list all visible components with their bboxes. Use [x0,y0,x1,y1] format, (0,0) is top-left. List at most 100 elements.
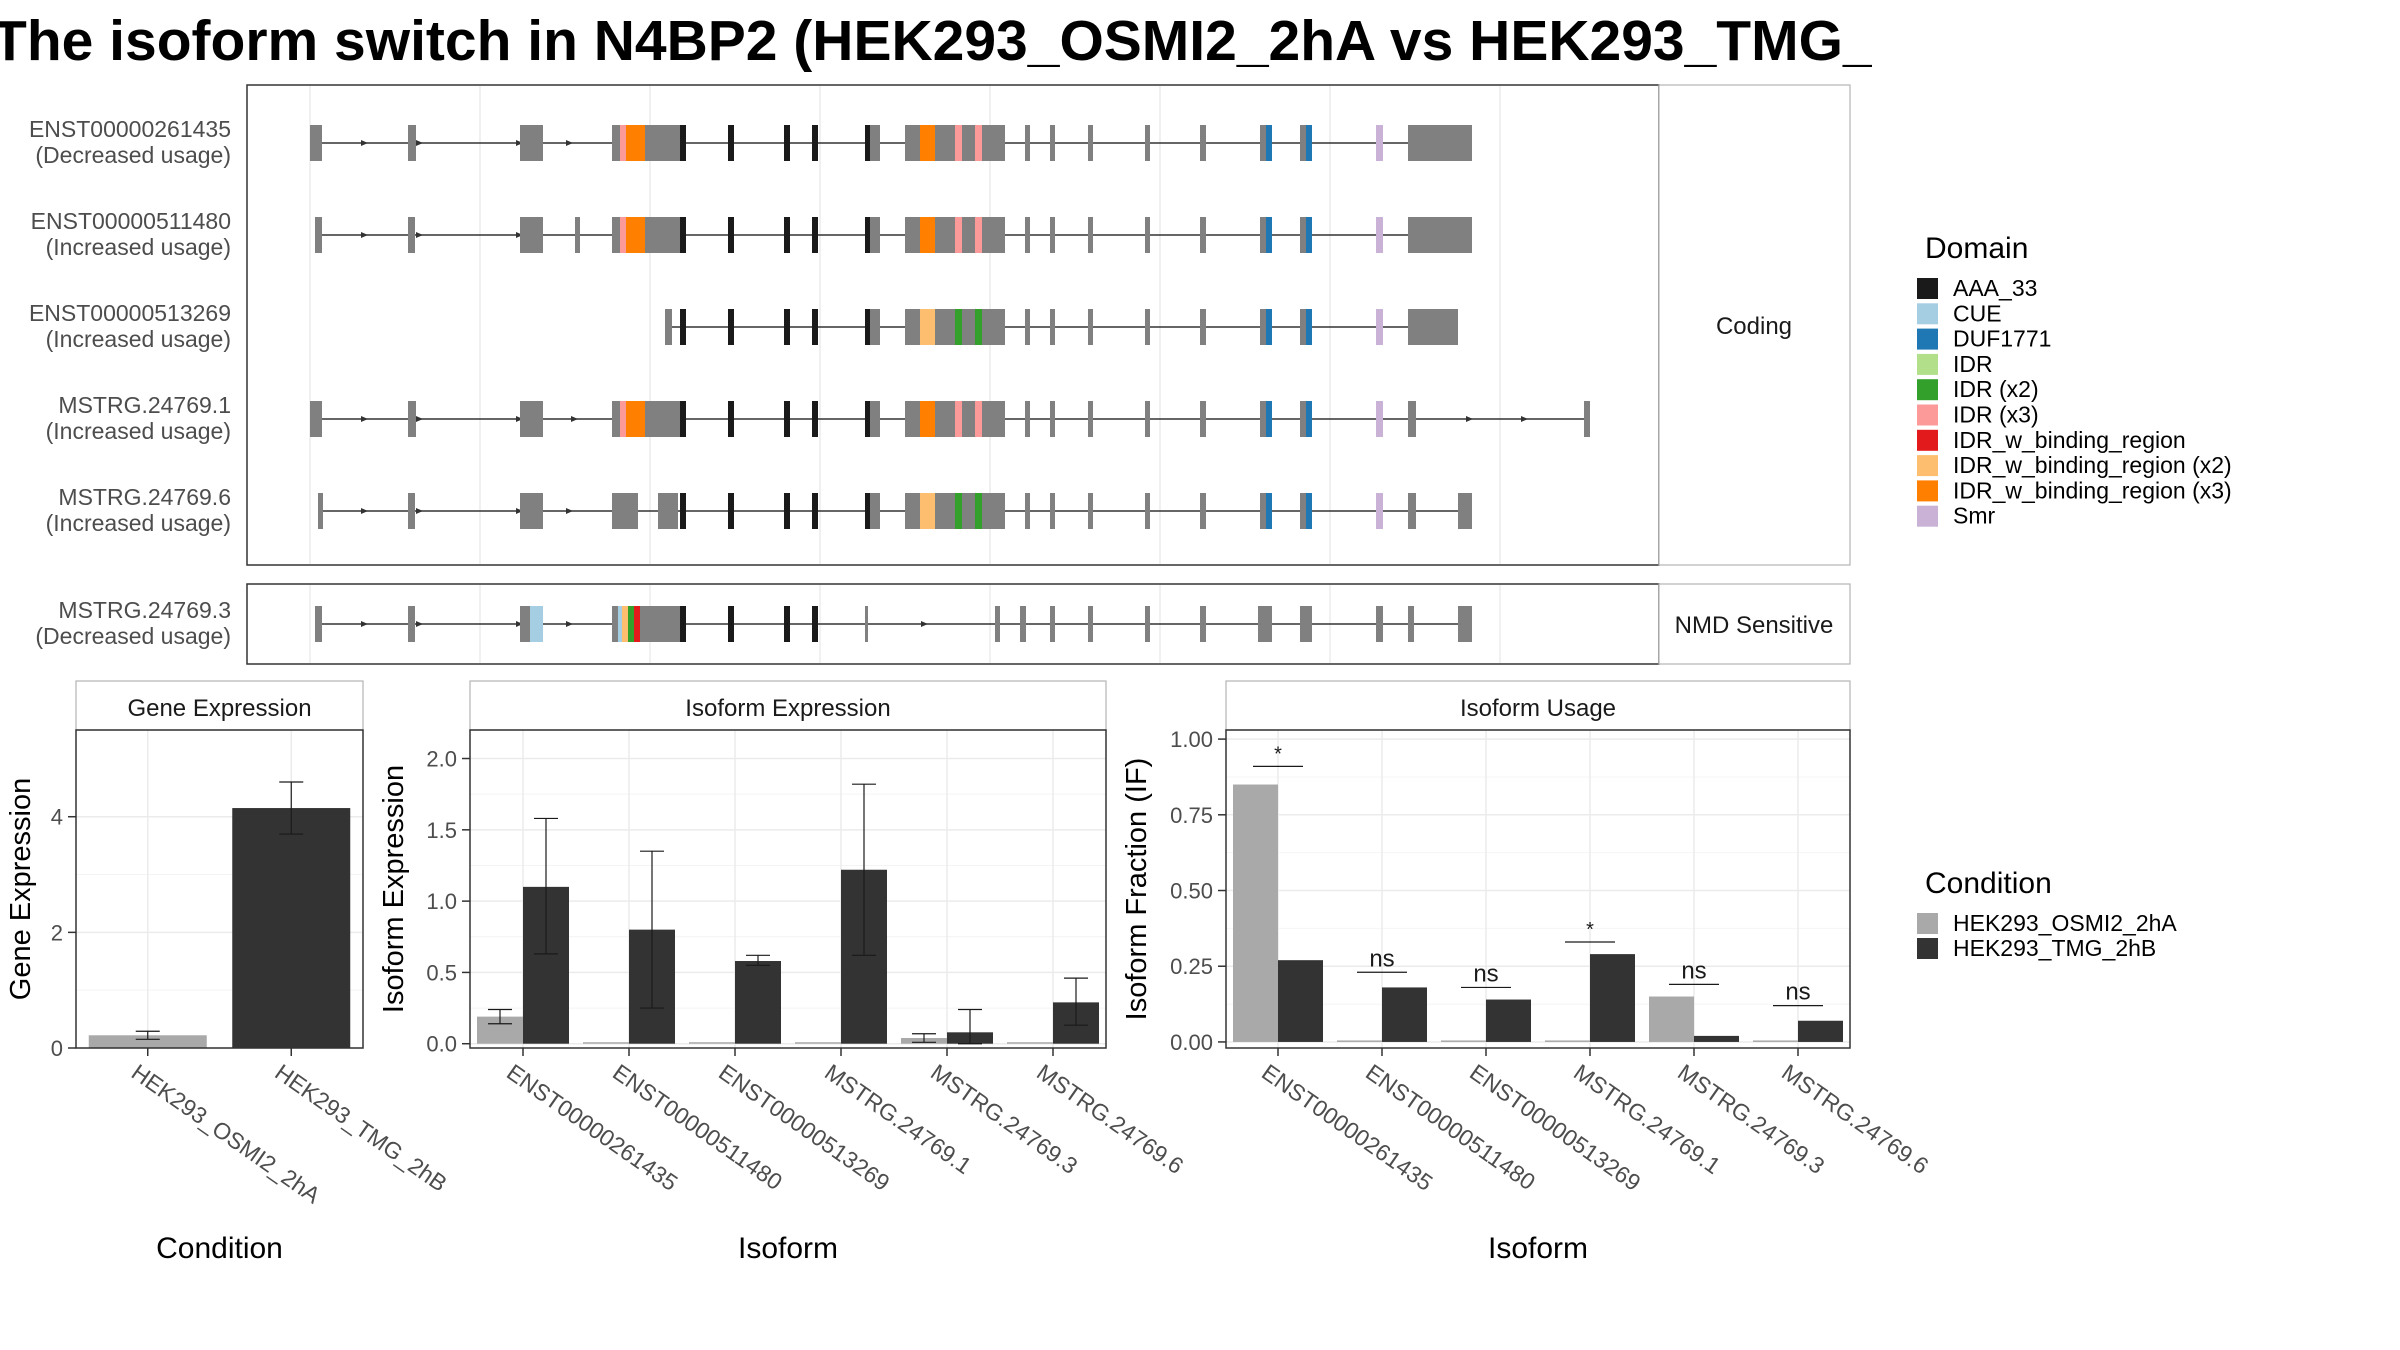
legend-swatch [1917,379,1938,401]
exon [1200,309,1206,345]
legend-swatch [1917,278,1938,299]
y-tick-label: 0.25 [1170,954,1213,979]
exon [1408,401,1412,437]
exon [1050,309,1055,345]
panel-title: Isoform Usage [1460,695,1616,722]
y-tick-label: 0.0 [426,1032,457,1057]
legend-swatch [1917,429,1938,451]
exon [1088,493,1093,529]
strand-arrow [416,140,423,146]
exon [520,401,530,437]
bar [1753,1040,1798,1042]
strand-arrow [416,232,423,238]
exon [1266,401,1272,437]
x-axis-title: Condition [156,1232,283,1265]
strand-arrow [361,621,368,627]
exon [1408,309,1412,345]
coding-strip-label: Coding [1716,313,1792,340]
exon [920,493,935,529]
exon [728,217,734,253]
exon [612,401,620,437]
exon [955,493,962,529]
exon [645,217,680,253]
y-tick-label: 0.75 [1170,803,1213,828]
bar [1649,996,1694,1042]
panel-title: Isoform Expression [685,695,890,722]
exon [645,401,680,437]
exon [520,606,530,642]
exon [982,217,1005,253]
significance-label: ns [1681,957,1706,984]
exon [870,493,880,529]
exon [680,493,686,529]
exon [982,125,1005,161]
exon [1088,217,1093,253]
exon [728,125,734,161]
exon [865,493,870,529]
exon [784,493,790,529]
bar [795,1042,841,1044]
legend-label: CUE [1953,300,2002,326]
nmd-strip-label: NMD Sensitive [1675,612,1834,639]
exon [784,125,790,161]
x-tick-label: ENST00000513269 [714,1059,894,1196]
exon [530,606,543,642]
legend-swatch [1917,913,1938,934]
exon [1458,606,1472,642]
exon [1408,217,1412,253]
exon [1200,606,1206,642]
exon [784,401,790,437]
exon [905,401,920,437]
panel-title: Gene Expression [127,695,311,722]
transcript-id-label: MSTRG.24769.3 [58,597,231,623]
legend-label: IDR [1953,351,1993,377]
figure-title: The isoform switch in N4BP2 (HEK293_OSMI… [0,9,1872,73]
exon [962,401,975,437]
legend-label: IDR (x3) [1953,402,2039,428]
exon [1088,401,1093,437]
bar [1694,1035,1739,1042]
strand-arrow [416,416,423,422]
exon [680,401,686,437]
bar [735,961,781,1044]
exon [1200,125,1206,161]
exon [1306,125,1312,161]
exon [1200,493,1206,529]
y-tick-label: 2 [51,920,63,945]
bar [1337,1040,1382,1042]
bar [1798,1020,1843,1042]
transcript-id-label: ENST00000513269 [29,300,231,326]
x-tick-label: ENST00000511480 [1361,1059,1540,1195]
strand-arrow [571,416,578,422]
exon [1025,125,1030,161]
y-tick-label: 0.5 [426,960,457,985]
exon [920,401,935,437]
exon [1200,217,1206,253]
exon [1266,493,1272,529]
bar [232,808,351,1048]
exon [1412,493,1416,529]
coding-strip-box [1658,84,1851,566]
isoform-expression-chart: Isoform Expression ENST00000261435ENST000… [378,680,1188,1265]
bar [689,1042,735,1044]
y-tick-label: 1.0 [426,889,457,914]
y-tick-label: 0.50 [1170,879,1213,904]
bar [1007,1042,1053,1044]
exon [1025,493,1030,529]
legend-swatch [1917,353,1938,375]
bar [1382,987,1427,1042]
exon [728,606,734,642]
significance-label: * [1274,743,1282,765]
exon [1412,401,1416,437]
exon [315,217,322,253]
exon [408,125,416,161]
exon [620,125,626,161]
exon [1300,125,1306,161]
exon [530,125,543,161]
exon [575,217,580,253]
exon [1412,309,1458,345]
legend-label: HEK293_OSMI2_2hA [1953,910,2177,936]
y-axis-title: Gene Expression [5,778,37,1000]
